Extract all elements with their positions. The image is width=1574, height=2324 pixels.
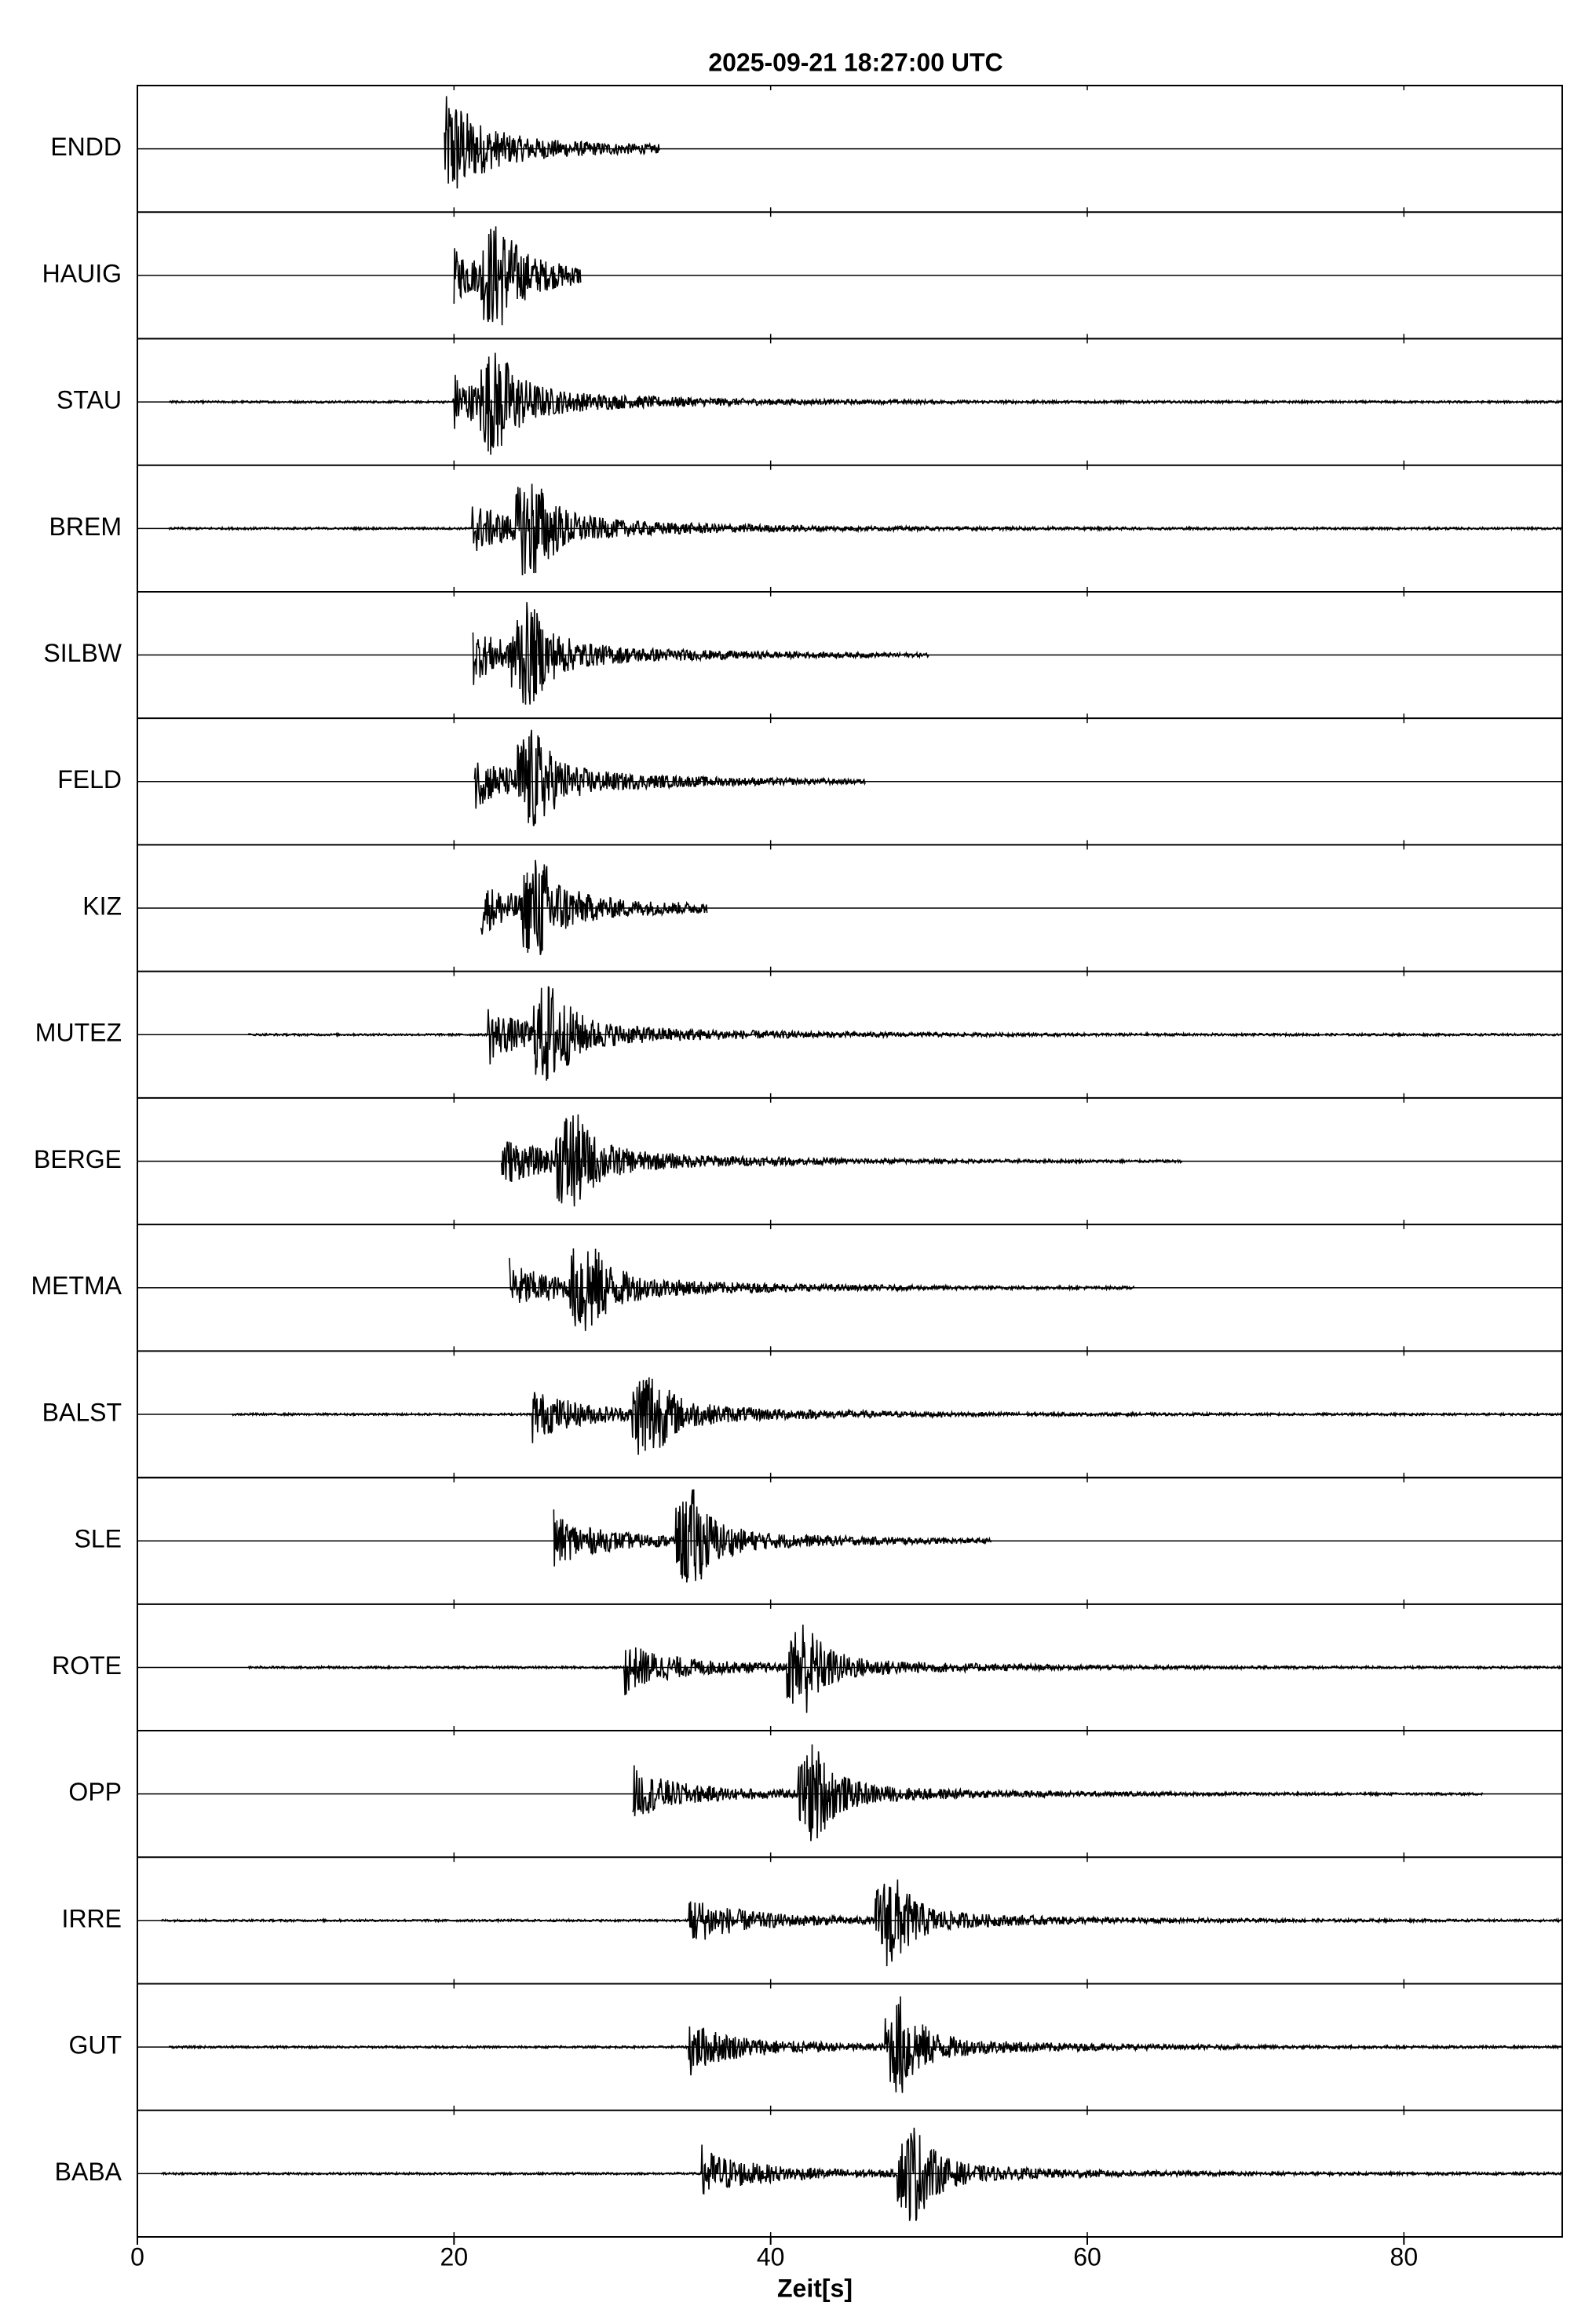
station-label: IRRE xyxy=(62,1904,122,1932)
station-label: KIZ xyxy=(82,892,122,920)
trace xyxy=(501,1114,1183,1207)
trace xyxy=(168,352,1562,455)
trace xyxy=(160,1879,1563,1967)
station-label: STAU xyxy=(57,386,122,414)
station-label: ENDD xyxy=(50,133,122,161)
x-tick-label: 40 xyxy=(757,2242,785,2271)
station-label: BALST xyxy=(42,1398,122,1426)
station-label: OPP xyxy=(68,1778,122,1806)
station-label: ROTE xyxy=(52,1651,122,1680)
x-tick-label: 80 xyxy=(1390,2242,1419,2271)
station-label: BREM xyxy=(49,513,122,541)
station-label: BABA xyxy=(55,2158,122,2186)
trace xyxy=(232,1377,1562,1455)
trace xyxy=(168,483,1562,576)
station-label: SILBW xyxy=(43,639,122,667)
trace xyxy=(444,96,660,189)
station-label: METMA xyxy=(31,1271,122,1300)
trace xyxy=(168,1996,1562,2093)
station-label: SLE xyxy=(75,1525,122,1553)
trace xyxy=(509,1248,1135,1331)
station-label: HAUIG xyxy=(42,259,122,287)
x-tick-label: 60 xyxy=(1073,2242,1101,2271)
x-axis-label: Zeit[s] xyxy=(777,2274,853,2302)
trace xyxy=(247,986,1562,1081)
x-tick-label: 20 xyxy=(440,2242,469,2271)
trace xyxy=(480,859,708,955)
trace xyxy=(453,226,582,326)
chart-title: 2025-09-21 18:27:00 UTC xyxy=(708,48,1002,76)
trace xyxy=(473,729,866,826)
trace xyxy=(160,2127,1563,2221)
station-label: MUTEZ xyxy=(35,1019,122,1047)
x-tick-label: 0 xyxy=(130,2242,144,2271)
trace xyxy=(632,1744,1484,1841)
trace xyxy=(472,602,929,705)
station-label: FELD xyxy=(57,765,122,794)
station-label: BERGE xyxy=(34,1145,122,1173)
station-label: GUT xyxy=(68,2031,122,2059)
trace xyxy=(247,1624,1562,1713)
trace xyxy=(553,1489,992,1583)
